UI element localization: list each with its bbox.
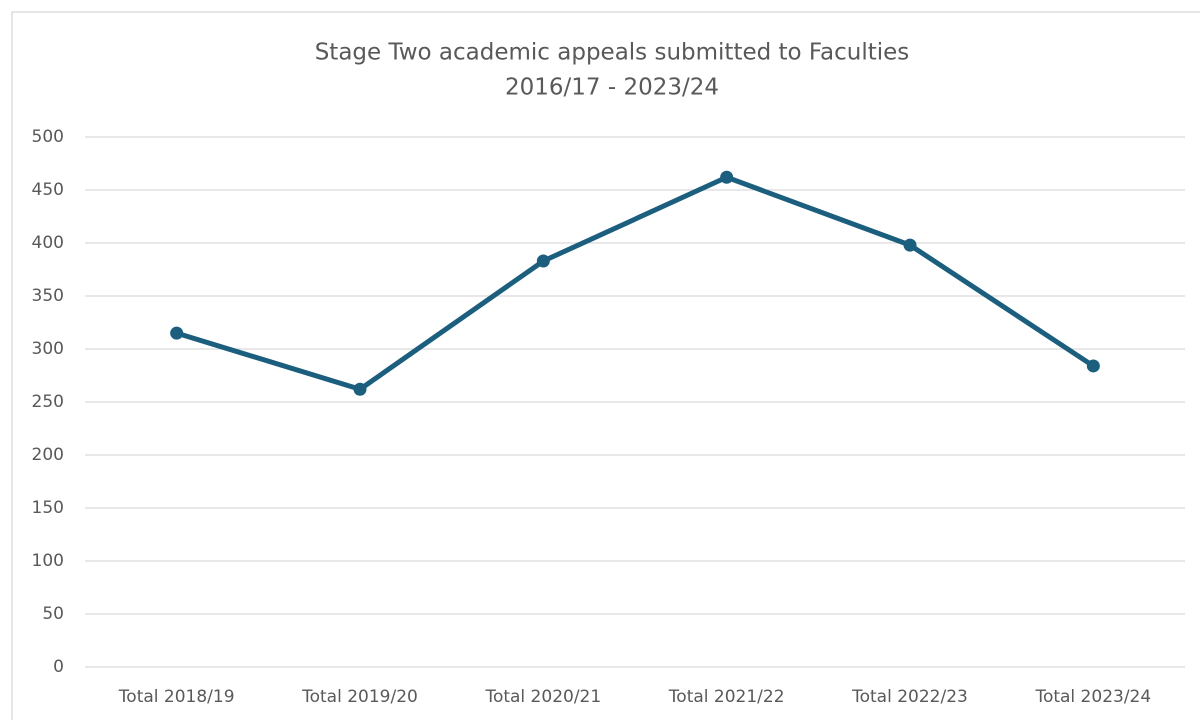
y-tick-label: 100 bbox=[32, 551, 64, 571]
x-tick-label: Total 2021/22 bbox=[668, 687, 785, 707]
y-tick-label: 450 bbox=[32, 180, 64, 200]
data-point bbox=[353, 382, 367, 396]
data-point bbox=[536, 254, 550, 268]
y-tick-label: 400 bbox=[32, 233, 64, 253]
data-point bbox=[1086, 359, 1100, 373]
chart-frame bbox=[11, 11, 1200, 720]
y-tick-label: 350 bbox=[32, 286, 64, 306]
x-tick-label: Total 2019/20 bbox=[301, 687, 418, 707]
y-tick-label: 300 bbox=[32, 339, 64, 359]
x-tick-label: Total 2020/21 bbox=[484, 687, 601, 707]
series-line bbox=[174, 174, 1096, 392]
chart-title: Stage Two academic appeals submitted to … bbox=[315, 40, 910, 66]
x-tick-label: Total 2023/24 bbox=[1034, 687, 1151, 707]
y-tick-label: 500 bbox=[32, 127, 64, 147]
y-tick-label: 150 bbox=[32, 498, 64, 518]
x-tick-label: Total 2022/23 bbox=[851, 687, 968, 707]
data-point bbox=[170, 326, 184, 340]
y-tick-label: 250 bbox=[32, 392, 64, 412]
data-point bbox=[903, 238, 917, 252]
data-point bbox=[720, 170, 734, 184]
chart-subtitle: 2016/17 - 2023/24 bbox=[505, 75, 719, 101]
y-tick-label: 200 bbox=[32, 445, 64, 465]
y-tick-label: 0 bbox=[53, 657, 64, 677]
x-tick-label: Total 2018/19 bbox=[118, 687, 235, 707]
y-tick-label: 50 bbox=[42, 604, 64, 624]
